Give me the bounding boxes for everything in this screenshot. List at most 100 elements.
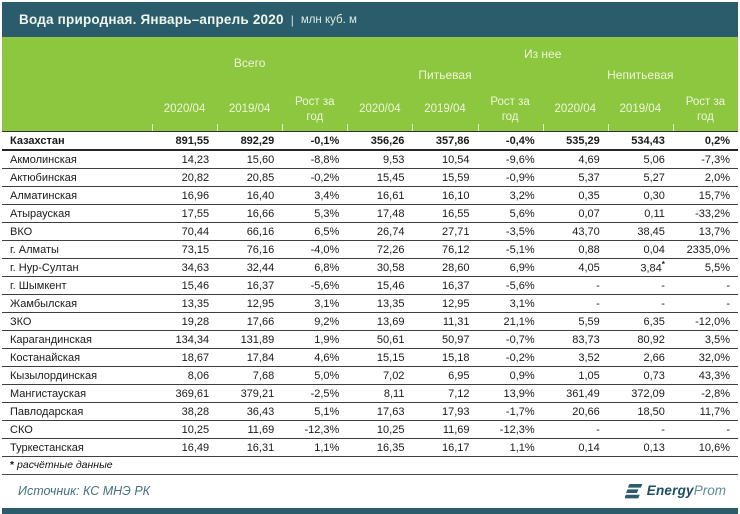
group-header-total: Всего [233, 55, 266, 70]
region-cell: ВКО [10, 225, 33, 238]
value-cell: 28,60 [442, 261, 470, 274]
region-cell: г. Алматы [10, 243, 59, 256]
value-cell: 6,8% [314, 261, 340, 274]
value-cell: 891,55 [175, 134, 210, 147]
value-cell: -0,2% [505, 351, 535, 364]
value-cell: 15,45 [376, 171, 405, 184]
value-cell: 16,55 [442, 207, 470, 220]
value-cell: 16,37 [246, 279, 275, 292]
value-cell: -12,3% [499, 423, 535, 436]
value-cell: 5,0% [314, 369, 340, 382]
value-cell: 18,67 [181, 351, 210, 364]
value-cell: -5,6% [505, 279, 535, 292]
value-cell: 16,10 [442, 189, 470, 202]
value-cell: 38,28 [181, 405, 210, 418]
value-cell: 12,95 [246, 297, 275, 310]
table-body: Казахстан 891,55 892,29 -0,1% 356,26 357,86 -0… [2, 132, 738, 457]
value-cell: 72,26 [376, 243, 405, 256]
value-cell: -5,6% [310, 279, 340, 292]
table-row: г. Нур-Султан 34,63 32,44 6,8% 30,58 28,60 6,9… [2, 259, 738, 277]
region-cell: Павлодарская [10, 405, 84, 418]
value-cell: 15,60 [246, 153, 275, 166]
value-cell: -0,4% [505, 134, 535, 147]
value-cell: 5,6% [509, 207, 535, 220]
value-cell: 20,66 [572, 405, 600, 418]
value-cell: 16,31 [246, 441, 275, 454]
group-header-drinking: Питьевая [418, 68, 472, 82]
value-cell: -7,3% [701, 153, 730, 166]
value-cell: -0,7% [505, 333, 535, 346]
value-cell: 16,17 [442, 441, 470, 454]
table-row: г. Шымкент 15,46 16,37 -5,6% 15,46 16,37 -5,6%… [2, 277, 738, 295]
value-cell: 16,66 [246, 207, 275, 220]
value-cell: 16,96 [181, 189, 210, 202]
value-cell: 50,97 [442, 333, 470, 346]
value-cell: 8,11 [383, 387, 405, 400]
value-cell: 0,07 [578, 207, 600, 220]
value-cell: 73,15 [181, 243, 210, 256]
value-cell: 0,11 [644, 207, 665, 220]
value-cell: 11,69 [442, 423, 470, 436]
group-header-of-it: Из нее [523, 47, 562, 61]
value-cell: 17,84 [246, 351, 275, 364]
value-cell: -3,5% [505, 225, 535, 238]
region-cell: Жамбылская [10, 297, 78, 310]
column-header: 2020/04 [152, 88, 217, 131]
value-cell: 11,31 [442, 315, 470, 328]
value-cell: 2335,0% [686, 243, 730, 256]
column-header: Рост за год [282, 88, 347, 131]
value-cell: -4,0% [310, 243, 340, 256]
title-separator: | [290, 12, 294, 27]
value-cell: 17,55 [181, 207, 210, 220]
table-row: ВКО 70,44 66,16 6,5% 26,74 27,71 -3,5% 43,70 38,… [2, 223, 738, 241]
value-cell: 27,71 [442, 225, 470, 238]
bottom-bar [2, 508, 738, 514]
value-cell: 20,82 [181, 171, 210, 184]
table-row: Жамбылская 13,35 12,95 3,1% 13,35 12,95 3,1% - -… [2, 295, 738, 313]
value-cell: 357,86 [435, 134, 470, 147]
value-cell: 17,93 [442, 405, 470, 418]
value-cell: 3,1% [314, 297, 340, 310]
value-cell: 10,54 [442, 153, 470, 166]
value-cell: 379,21 [240, 387, 275, 400]
value-cell: 0,13 [643, 441, 665, 454]
table-row: Актюбинская 20,82 20,85 -0,2% 15,45 15,59 -0,9… [2, 169, 738, 187]
value-cell: 6,95 [448, 369, 470, 382]
value-cell: 2,0% [704, 171, 730, 184]
value-cell: - [596, 279, 600, 292]
value-cell: 21,1% [503, 315, 535, 328]
value-cell: 32,44 [246, 261, 275, 274]
value-cell: 0,9% [509, 369, 535, 382]
value-cell: 10,25 [181, 423, 210, 436]
table-row: Атырауская 17,55 16,66 5,3% 17,48 16,55 5,6% 0,… [2, 205, 738, 223]
region-cell: г. Нур-Султан [10, 261, 79, 274]
value-cell: 2,66 [643, 351, 665, 364]
region-cell: Казахстан [10, 134, 65, 147]
value-cell: 3,52 [578, 351, 600, 364]
value-cell: 17,63 [376, 405, 405, 418]
value-cell: 131,89 [240, 333, 275, 346]
table-row: Акмолинская 14,23 15,60 -8,8% 9,53 10,54 -9,6%… [2, 150, 738, 169]
value-cell: 4,6% [314, 351, 340, 364]
value-cell: 34,63 [181, 261, 210, 274]
value-cell: 15,46 [181, 279, 210, 292]
table-row: Мангистауская 369,61 379,21 -2,5% 8,11 7,12 13… [2, 385, 738, 403]
value-cell: 6,5% [314, 225, 340, 238]
value-cell: 0,2% [704, 134, 730, 147]
value-cell: - [661, 297, 665, 310]
region-cell: Карагандинская [10, 333, 92, 346]
value-cell: - [596, 423, 600, 436]
value-cell: 892,29 [240, 134, 275, 147]
value-cell: 16,35 [376, 441, 405, 454]
region-cell: Мангистауская [10, 387, 87, 400]
value-cell: 3,84* [640, 260, 665, 275]
value-cell: 4,69 [578, 153, 600, 166]
value-cell: 11,7% [699, 405, 730, 418]
value-cell: 16,49 [181, 441, 210, 454]
value-cell: 76,16 [246, 243, 275, 256]
value-cell: 9,2% [314, 315, 340, 328]
logo-text-energy: Energy [646, 483, 694, 498]
value-cell: 3,5% [704, 333, 730, 346]
value-cell: - [661, 423, 665, 436]
value-cell: -1,7% [505, 405, 535, 418]
